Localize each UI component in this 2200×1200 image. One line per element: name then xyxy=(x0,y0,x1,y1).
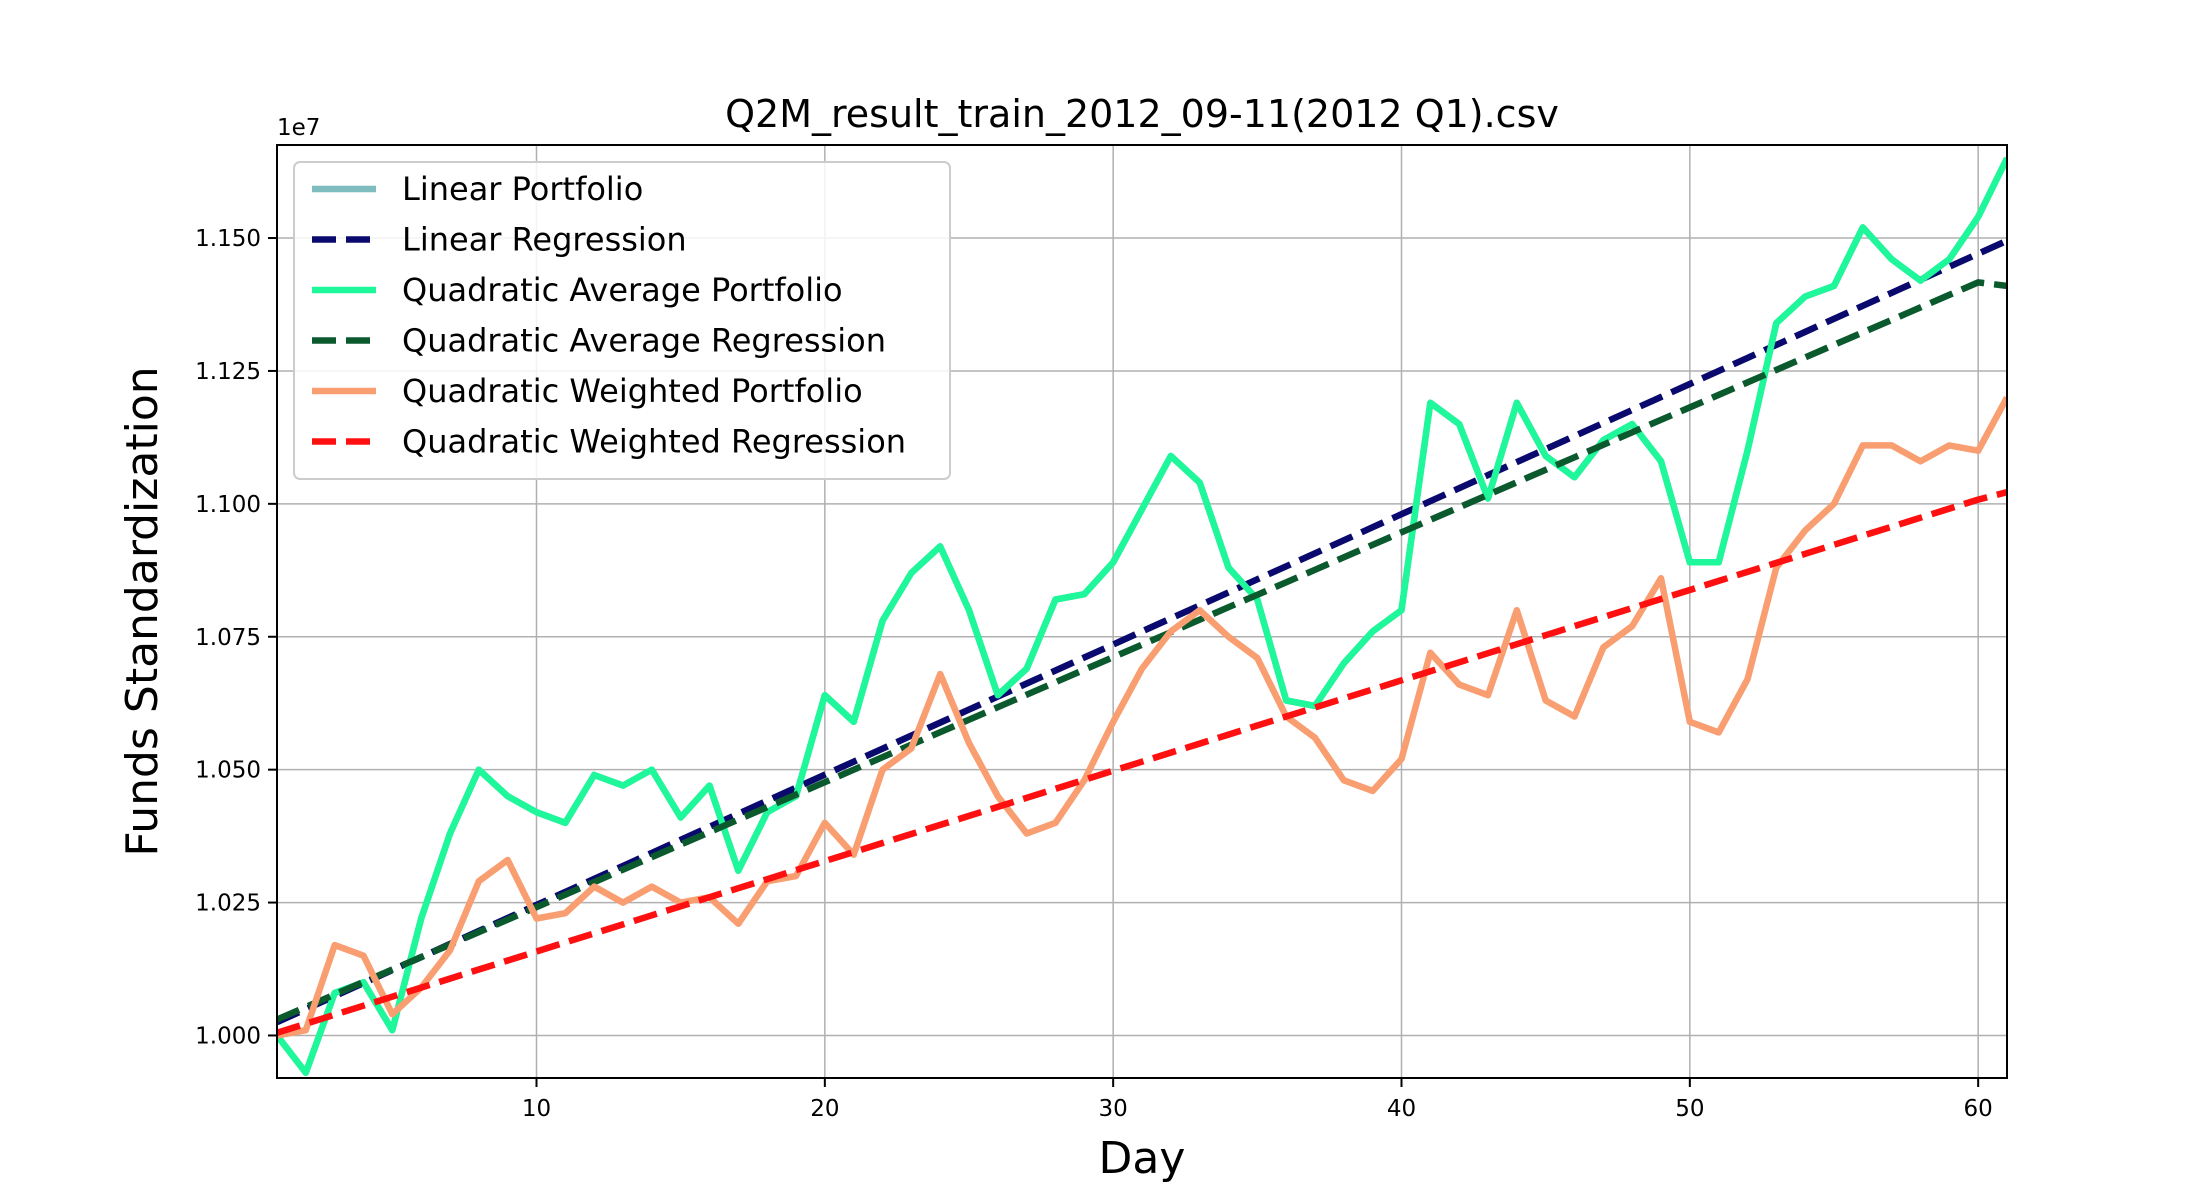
legend-label: Quadratic Weighted Portfolio xyxy=(402,372,863,410)
chart-title: Q2M_result_train_2012_09-11(2012 Q1).csv xyxy=(725,92,1559,136)
y-tick-label: 1.100 xyxy=(195,492,261,518)
x-tick-label: 20 xyxy=(810,1096,839,1122)
legend-box xyxy=(293,161,951,480)
x-tick-label: 60 xyxy=(1964,1096,1993,1122)
x-axis: 10 20 30 40 50 60 xyxy=(522,1078,1993,1122)
y-tick-label: 1.125 xyxy=(195,359,261,385)
y-axis-offset-label: 1e7 xyxy=(277,115,320,141)
legend-label: Quadratic Average Regression xyxy=(402,322,886,360)
series-line-quadratic-average-regression xyxy=(277,279,2007,1023)
x-tick-label: 50 xyxy=(1675,1096,1704,1122)
x-tick-label: 40 xyxy=(1387,1096,1416,1122)
legend-label: Linear Regression xyxy=(402,221,687,259)
y-tick-label: 1.025 xyxy=(195,891,261,917)
y-tick-label: 1.000 xyxy=(195,1023,261,1049)
x-tick-label: 10 xyxy=(522,1096,551,1122)
y-tick-label: 1.150 xyxy=(195,226,261,252)
y-axis-label: Funds Standardization xyxy=(117,366,168,856)
series-group xyxy=(277,156,2007,1076)
x-tick-label: 30 xyxy=(1099,1096,1128,1122)
plot-area-frame xyxy=(276,144,2008,1079)
legend-label: Linear Portfolio xyxy=(402,170,643,208)
y-axis: 1.000 1.025 1.050 1.075 1.100 1.125 1.150 xyxy=(195,226,277,1049)
legend-label: Quadratic Weighted Regression xyxy=(402,423,906,461)
legend-label: Quadratic Average Portfolio xyxy=(402,271,843,309)
series-line-quadratic-weighted-portfolio xyxy=(277,395,2007,1039)
y-tick-label: 1.050 xyxy=(195,758,261,784)
series-line-quadratic-weighted-regression xyxy=(277,489,2007,1036)
legend: Linear Portfolio Linear Regression Quadrat… xyxy=(293,161,951,480)
x-axis-label: Day xyxy=(1099,1133,1186,1184)
y-tick-label: 1.075 xyxy=(195,625,261,651)
series-line-quadratic-average-portfolio xyxy=(277,156,2007,1076)
